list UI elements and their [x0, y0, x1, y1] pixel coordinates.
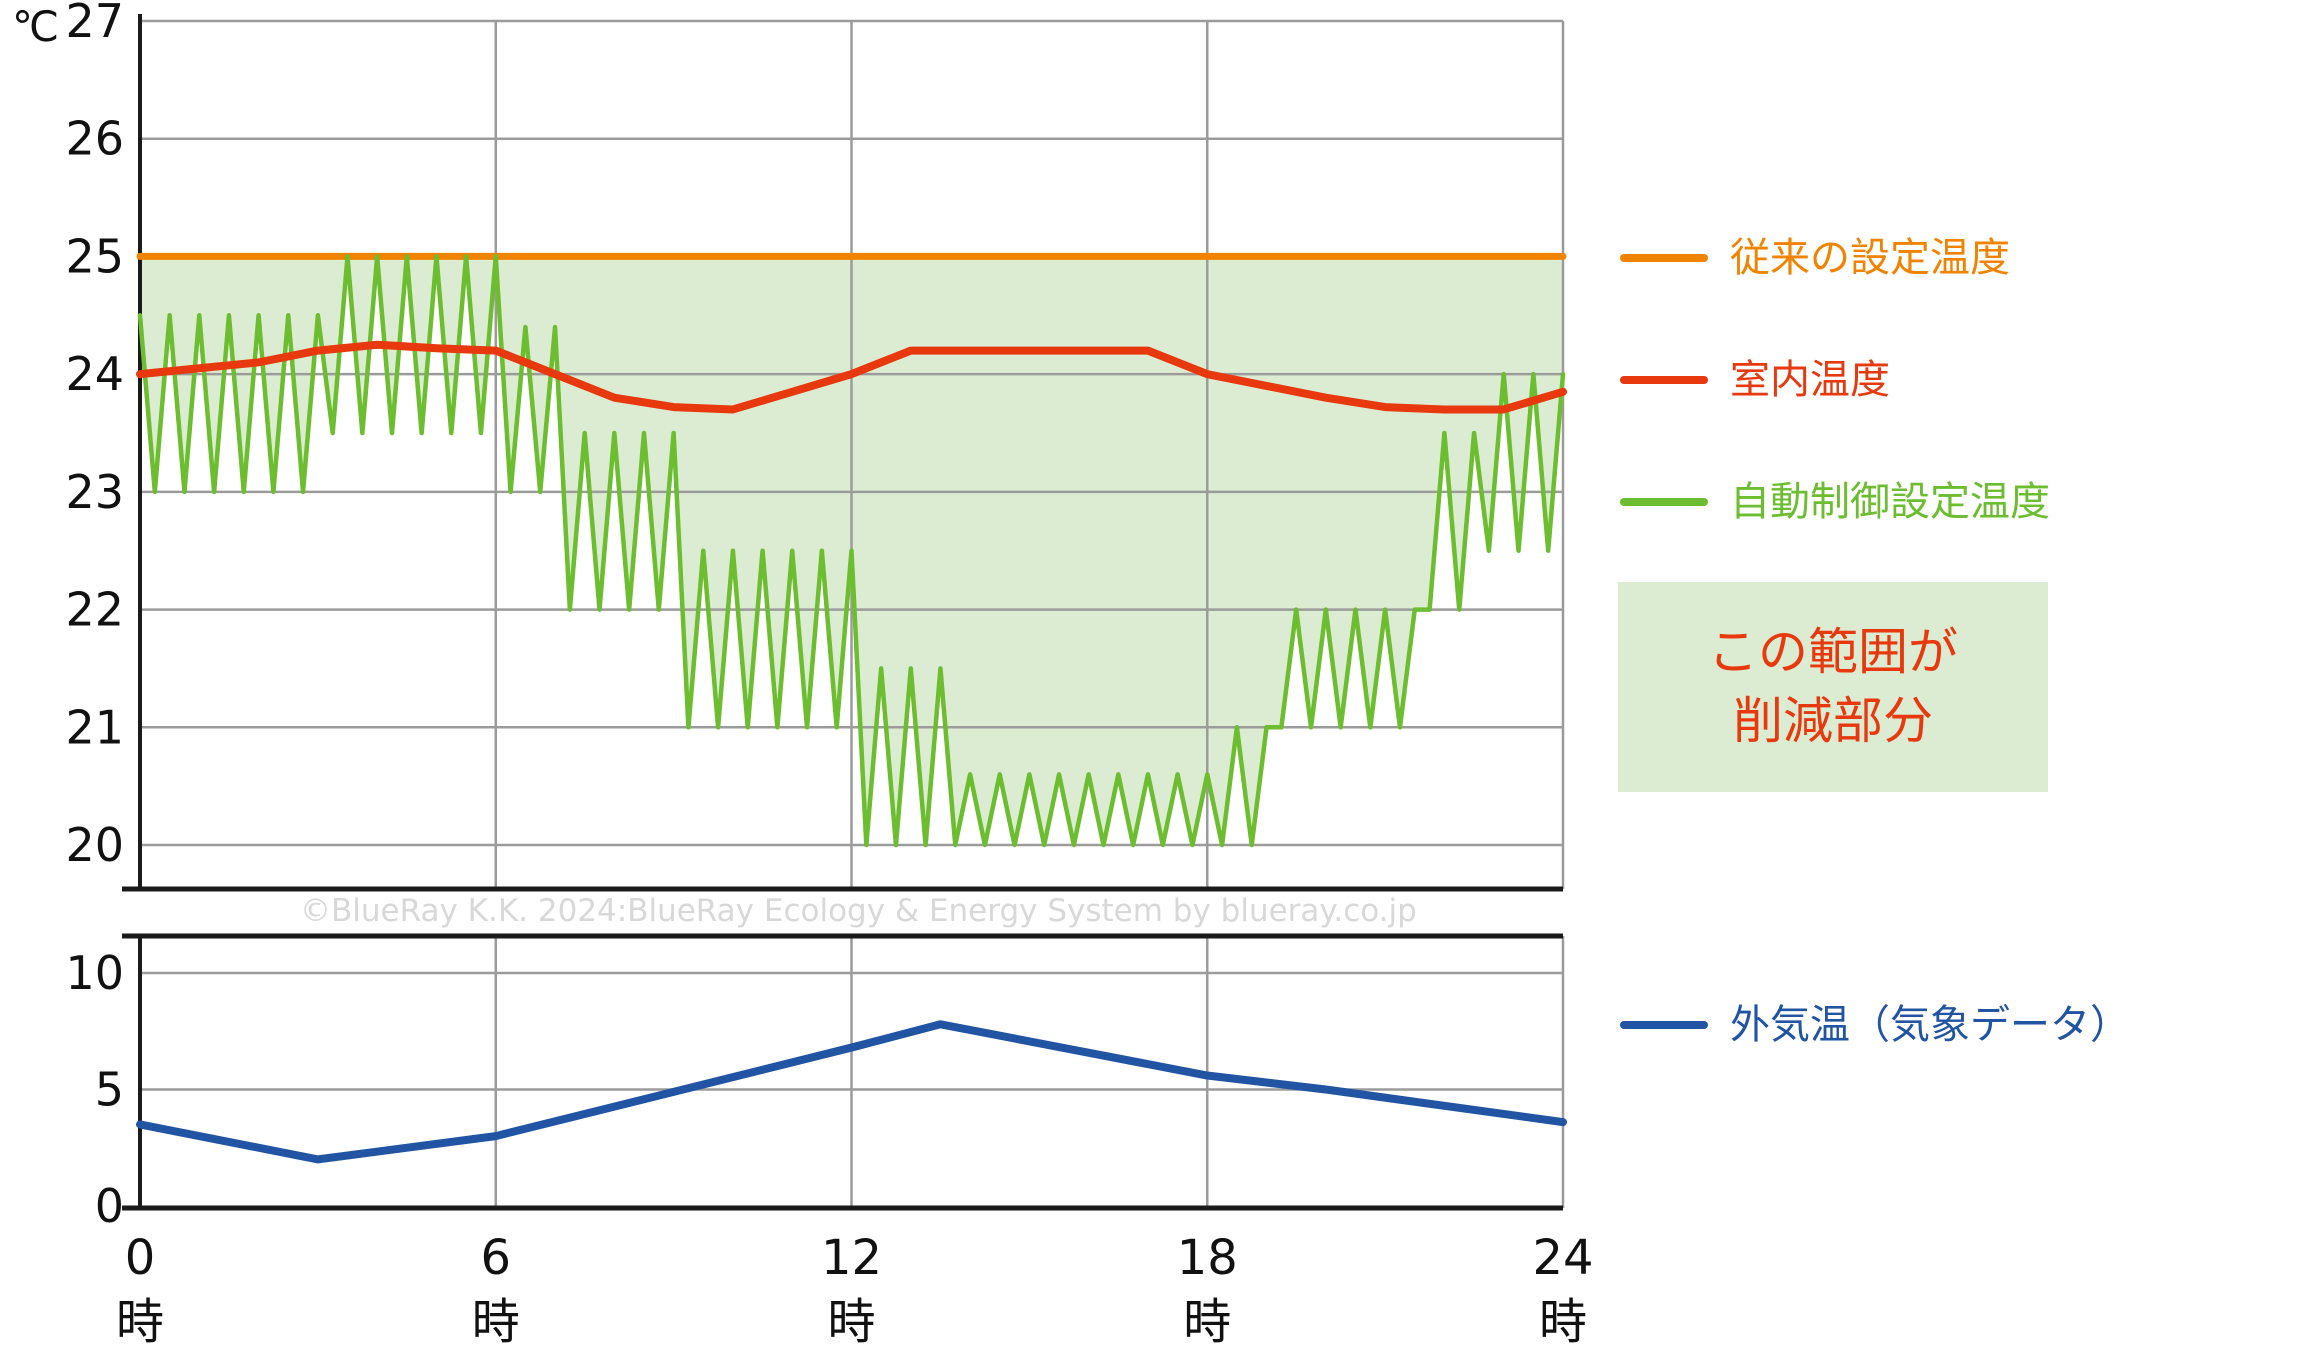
outdoor-temperature-line [136, 1020, 1567, 1164]
y-tick-label-top: 27 [65, 0, 124, 48]
y-tick-label-top: 25 [65, 229, 124, 283]
indoor-temperature-line [136, 340, 1567, 414]
y-axis-unit-label: ℃ [12, 2, 60, 51]
y-tick-label-top: 21 [65, 700, 124, 754]
x-tick-number: 6 [480, 1230, 511, 1286]
indoor-line-swatch [1620, 376, 1708, 384]
x-tick-unit: 時 [827, 1294, 875, 1350]
x-tick-number: 0 [125, 1230, 156, 1286]
y-tick-label-bottom: 10 [65, 946, 124, 1000]
watermark-text: ©BlueRay K.K. 2024:BlueRay Ecology & Ene… [300, 893, 1417, 929]
conventional-line-swatch [1620, 254, 1708, 262]
x-tick-unit: 時 [1539, 1294, 1587, 1350]
y-tick-label-top: 22 [65, 583, 124, 637]
savings-text-line2: 削減部分 [1733, 692, 1933, 750]
legend-item-conventional: 従来の設定温度 [1620, 238, 2010, 278]
outdoor-line-swatch [1620, 1021, 1708, 1029]
auto-control-setpoint-line [137, 254, 1566, 848]
x-tick-unit: 時 [472, 1294, 520, 1350]
x-tick-number: 24 [1532, 1230, 1593, 1286]
legend-item-outdoor: 外気温（気象データ） [1620, 1005, 2130, 1045]
y-tick-label-bottom: 5 [95, 1063, 124, 1117]
legend-label-outdoor: 外気温（気象データ） [1730, 1002, 2130, 1048]
savings-legend-box: この範囲が 削減部分 [1618, 582, 2048, 792]
legend-item-indoor: 室内温度 [1620, 360, 1890, 400]
x-tick-number: 12 [821, 1230, 882, 1286]
legend-label-indoor: 室内温度 [1730, 357, 1890, 403]
legend-item-auto: 自動制御設定温度 [1620, 482, 2050, 522]
savings-text-line1: この範囲が [1708, 623, 1958, 681]
legend-label-auto: 自動制御設定温度 [1730, 479, 2050, 525]
y-tick-label-top: 23 [65, 465, 124, 519]
x-tick-unit: 時 [116, 1294, 164, 1350]
legend-label-conventional: 従来の設定温度 [1730, 235, 2010, 281]
x-tick-number: 18 [1177, 1230, 1238, 1286]
x-tick-unit: 時 [1183, 1294, 1231, 1350]
y-tick-label-top: 26 [65, 112, 124, 166]
y-tick-label-top: 20 [65, 818, 124, 872]
auto-line-swatch [1620, 498, 1708, 506]
y-tick-label-top: 24 [65, 347, 124, 401]
y-tick-label-bottom: 0 [95, 1179, 124, 1233]
